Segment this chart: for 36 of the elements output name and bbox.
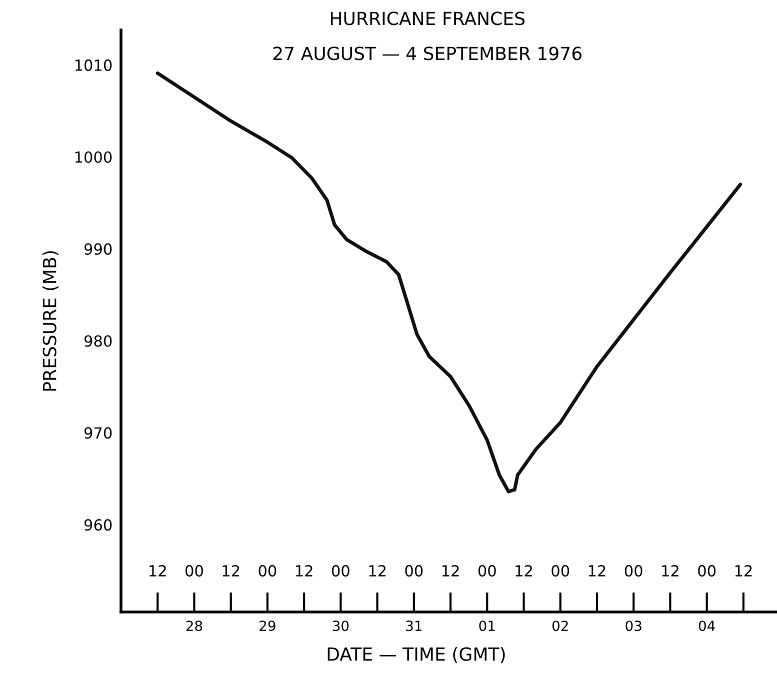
x2-tick-label: 29 <box>260 620 276 632</box>
chart-title: HURRICANE FRANCES <box>330 12 525 26</box>
y-tick-label: 980 <box>84 335 112 347</box>
y-tick-label: 990 <box>84 243 112 255</box>
x-tick-label: 12 <box>442 565 459 576</box>
x-tick-label: 12 <box>735 565 752 576</box>
y-tick-label: 960 <box>84 519 112 531</box>
x-tick-label: 00 <box>698 565 716 577</box>
x-tick-label: 12 <box>296 565 312 576</box>
x2-tick-label: 31 <box>406 620 422 632</box>
x2-tick-label: 04 <box>698 620 715 632</box>
x-tick-label: 12 <box>516 565 532 576</box>
x2-tick-label: 02 <box>552 620 568 632</box>
y-axis-title: PRESSURE (MB) <box>42 251 59 391</box>
x2-tick-label: 30 <box>332 620 349 632</box>
x-tick-label: 12 <box>369 565 386 576</box>
x-tick-label: 00 <box>258 565 276 577</box>
x-tick-label: 00 <box>478 565 496 577</box>
x2-tick-label: 28 <box>186 620 202 632</box>
line-series <box>156 71 742 494</box>
y-tick-label: 970 <box>84 427 112 439</box>
x-axis-title: DATE — TIME (GMT) <box>328 646 505 664</box>
x-tick-label: 00 <box>624 565 642 577</box>
x-tick-label: 00 <box>552 565 570 577</box>
x-tick-label: 00 <box>332 565 350 577</box>
x-tick-label: 00 <box>186 565 203 577</box>
x2-tick-label: 03 <box>626 620 642 632</box>
text: 27 AUGUST — 4 SEPTEMBER 1976 <box>273 46 582 60</box>
x-tick-label: 12 <box>150 565 166 576</box>
y-tick-label: 1010 <box>75 59 112 71</box>
x-tick-label: 12 <box>222 565 240 576</box>
x-tick-label: 00 <box>405 565 423 577</box>
x2-tick-label: 01 <box>479 620 495 632</box>
x-tick-label: 12 <box>588 565 606 576</box>
y-tick-label: 1000 <box>75 151 112 163</box>
x-tick-label: 12 <box>662 565 678 576</box>
